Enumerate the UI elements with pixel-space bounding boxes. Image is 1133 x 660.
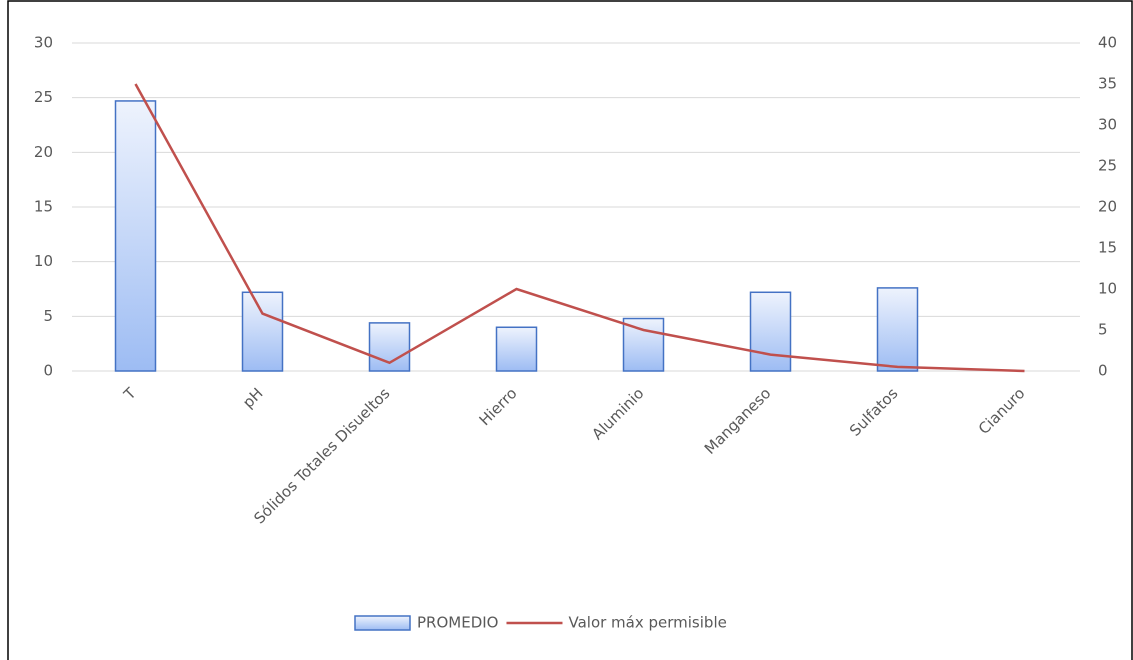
y2-tick-label: 25 bbox=[1098, 157, 1117, 175]
bar bbox=[876, 287, 919, 372]
bar bbox=[749, 291, 792, 372]
bar bbox=[114, 100, 157, 372]
legend-label: PROMEDIO bbox=[417, 614, 498, 632]
y-tick-label: 10 bbox=[34, 252, 53, 270]
y-tick-label: 15 bbox=[34, 198, 53, 216]
legend-swatch bbox=[354, 615, 411, 631]
frame bbox=[7, 0, 1133, 660]
bar bbox=[622, 317, 665, 372]
y2-tick-label: 35 bbox=[1098, 75, 1117, 93]
y-tick-label: 30 bbox=[34, 34, 53, 52]
y-tick-label: 25 bbox=[34, 88, 53, 106]
legend-label: Valor máx permisible bbox=[568, 614, 726, 632]
y-tick-label: 5 bbox=[43, 307, 53, 325]
line bbox=[134, 83, 1025, 373]
bar bbox=[241, 291, 284, 372]
y-tick-label: 0 bbox=[43, 362, 53, 380]
y2-tick-label: 20 bbox=[1098, 198, 1117, 216]
y2-tick-label: 10 bbox=[1098, 280, 1117, 298]
y2-tick-label: 30 bbox=[1098, 116, 1117, 134]
bar bbox=[495, 326, 538, 372]
y2-tick-label: 15 bbox=[1098, 239, 1117, 257]
y2-tick-label: 0 bbox=[1098, 362, 1108, 380]
y-tick-label: 20 bbox=[34, 143, 53, 161]
y2-tick-label: 40 bbox=[1098, 34, 1117, 52]
y2-tick-label: 5 bbox=[1098, 321, 1108, 339]
